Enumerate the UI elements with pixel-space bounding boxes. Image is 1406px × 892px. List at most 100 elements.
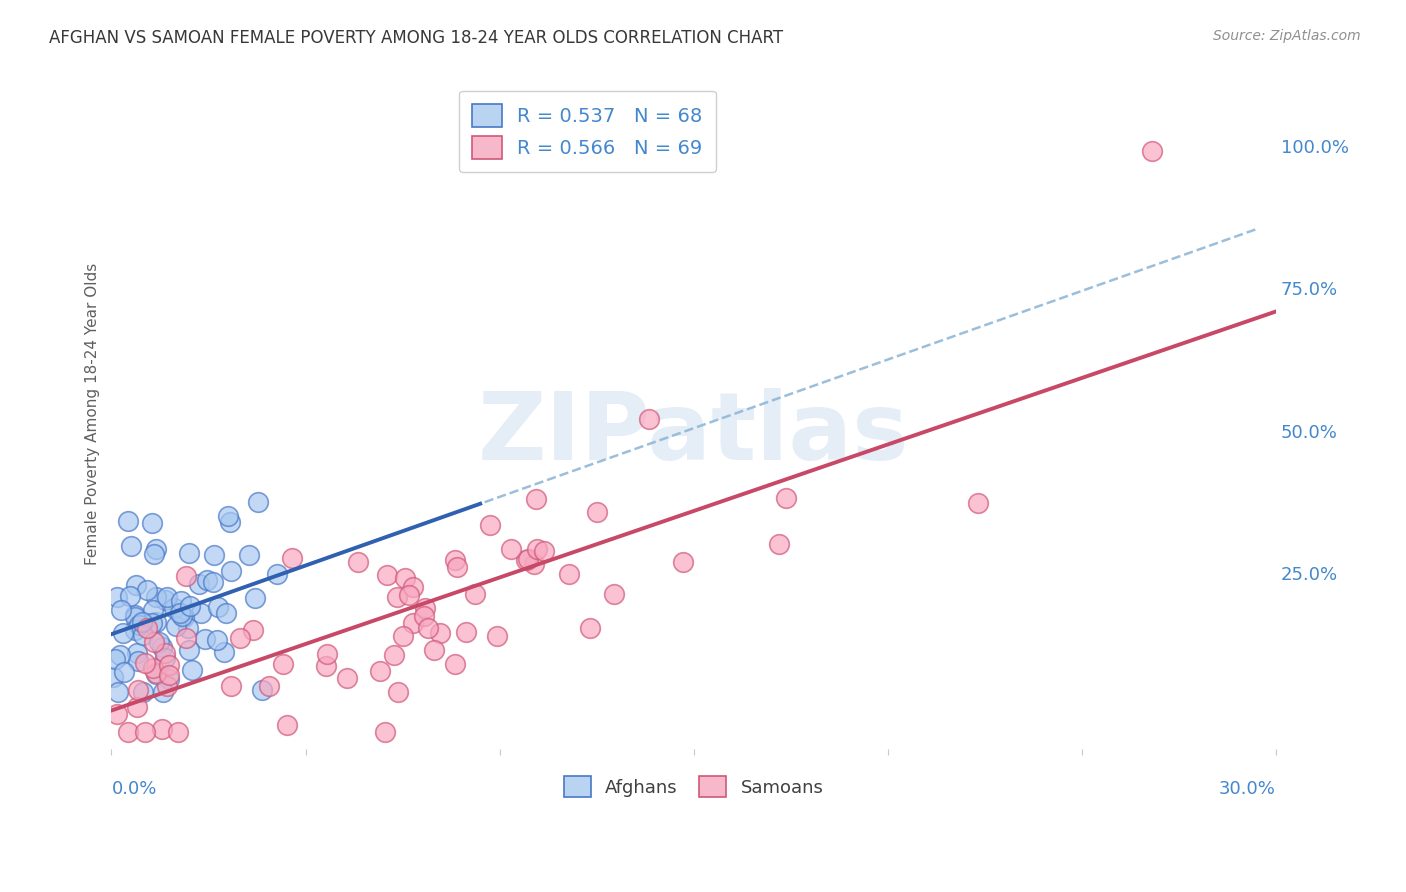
- Point: [429, 626, 451, 640]
- Point: [194, 632, 217, 646]
- Point: [180, 663, 202, 677]
- Point: [132, 628, 155, 642]
- Point: [110, 603, 132, 617]
- Point: [156, 590, 179, 604]
- Point: [174, 569, 197, 583]
- Point: [131, 685, 153, 699]
- Point: [368, 665, 391, 679]
- Point: [131, 615, 153, 630]
- Point: [127, 654, 149, 668]
- Point: [152, 685, 174, 699]
- Point: [533, 544, 555, 558]
- Point: [375, 567, 398, 582]
- Point: [104, 652, 127, 666]
- Point: [250, 683, 273, 698]
- Point: [128, 618, 150, 632]
- Point: [454, 624, 477, 639]
- Point: [141, 516, 163, 530]
- Point: [105, 706, 128, 721]
- Point: [153, 646, 176, 660]
- Point: [394, 571, 416, 585]
- Point: [157, 658, 180, 673]
- Point: [271, 657, 294, 672]
- Point: [131, 615, 153, 630]
- Point: [212, 645, 235, 659]
- Point: [155, 650, 177, 665]
- Point: [177, 621, 200, 635]
- Point: [515, 553, 537, 567]
- Point: [157, 668, 180, 682]
- Point: [143, 635, 166, 649]
- Point: [107, 685, 129, 699]
- Legend: Afghans, Samoans: Afghans, Samoans: [557, 769, 831, 805]
- Point: [167, 725, 190, 739]
- Point: [111, 625, 134, 640]
- Point: [315, 659, 337, 673]
- Point: [170, 608, 193, 623]
- Text: Source: ZipAtlas.com: Source: ZipAtlas.com: [1213, 29, 1361, 43]
- Point: [464, 586, 486, 600]
- Point: [145, 590, 167, 604]
- Point: [124, 607, 146, 622]
- Point: [578, 621, 600, 635]
- Point: [112, 665, 135, 679]
- Point: [516, 552, 538, 566]
- Point: [120, 590, 142, 604]
- Text: ZIPatlas: ZIPatlas: [478, 388, 910, 480]
- Point: [202, 549, 225, 563]
- Point: [136, 621, 159, 635]
- Point: [336, 671, 359, 685]
- Point: [479, 517, 502, 532]
- Point: [259, 679, 281, 693]
- Point: [127, 700, 149, 714]
- Point: [401, 580, 423, 594]
- Point: [142, 547, 165, 561]
- Point: [382, 648, 405, 663]
- Point: [124, 623, 146, 637]
- Point: [195, 573, 218, 587]
- Point: [117, 514, 139, 528]
- Point: [247, 495, 270, 509]
- Point: [768, 537, 790, 551]
- Point: [486, 629, 509, 643]
- Text: AFGHAN VS SAMOAN FEMALE POVERTY AMONG 18-24 YEAR OLDS CORRELATION CHART: AFGHAN VS SAMOAN FEMALE POVERTY AMONG 18…: [49, 29, 783, 46]
- Point: [155, 679, 177, 693]
- Point: [229, 631, 252, 645]
- Point: [127, 683, 149, 698]
- Point: [603, 587, 626, 601]
- Point: [145, 666, 167, 681]
- Point: [217, 508, 239, 523]
- Point: [145, 666, 167, 681]
- Point: [1140, 145, 1163, 159]
- Point: [179, 599, 201, 613]
- Point: [775, 491, 797, 506]
- Point: [218, 515, 240, 529]
- Point: [187, 577, 209, 591]
- Point: [153, 593, 176, 607]
- Point: [134, 725, 156, 739]
- Point: [402, 616, 425, 631]
- Point: [276, 718, 298, 732]
- Point: [145, 615, 167, 629]
- Point: [374, 725, 396, 739]
- Point: [170, 593, 193, 607]
- Point: [169, 606, 191, 620]
- Point: [391, 629, 413, 643]
- Point: [416, 621, 439, 635]
- Point: [585, 505, 607, 519]
- Point: [316, 647, 339, 661]
- Point: [131, 615, 153, 630]
- Point: [145, 541, 167, 556]
- Point: [423, 642, 446, 657]
- Point: [201, 574, 224, 589]
- Point: [157, 672, 180, 686]
- Point: [190, 606, 212, 620]
- Point: [266, 566, 288, 581]
- Point: [387, 590, 409, 604]
- Point: [134, 656, 156, 670]
- Point: [177, 643, 200, 657]
- Point: [105, 590, 128, 604]
- Text: 0.0%: 0.0%: [111, 780, 157, 798]
- Point: [967, 496, 990, 510]
- Point: [103, 670, 125, 684]
